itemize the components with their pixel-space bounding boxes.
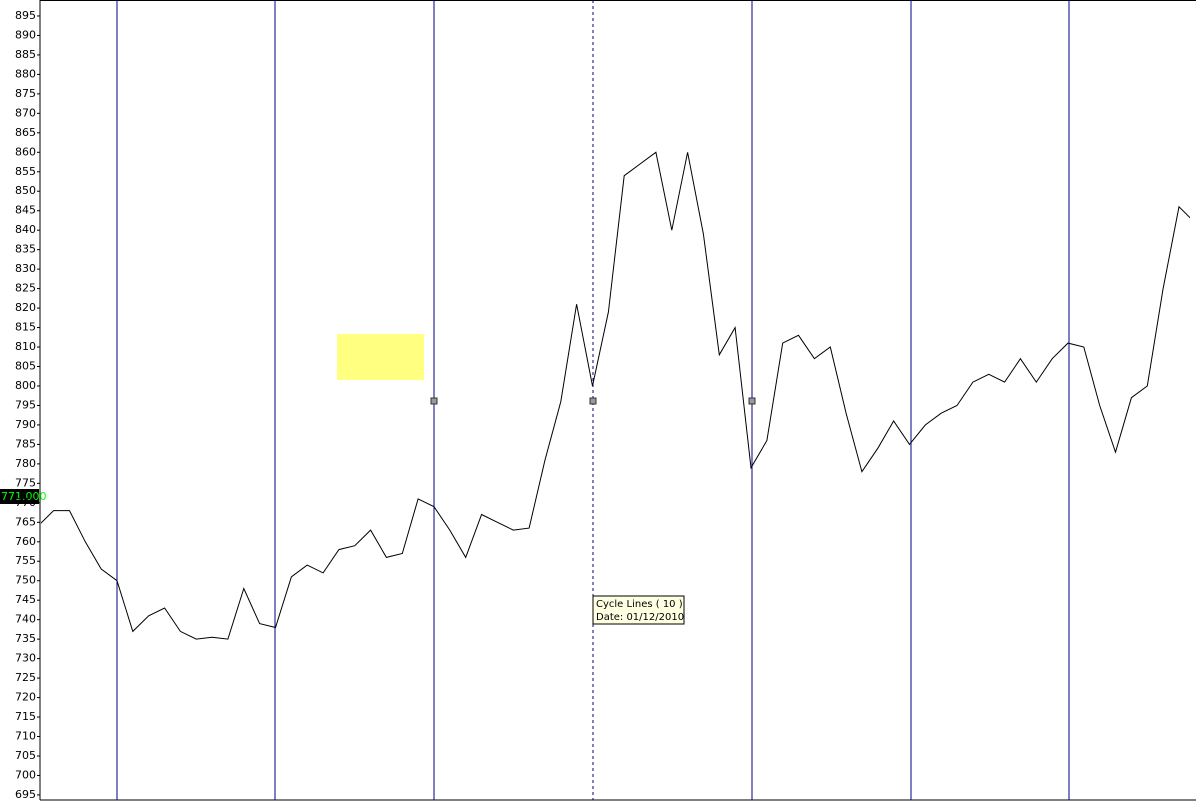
y-tick-label: 735 (15, 632, 36, 645)
y-tick-label: 790 (15, 418, 36, 431)
y-tick-label: 810 (15, 340, 36, 353)
y-tick-label: 725 (15, 671, 36, 684)
y-tick-label: 830 (15, 262, 36, 275)
y-tick-label: 805 (15, 360, 36, 373)
annotation-box (337, 334, 424, 380)
y-tick-label: 710 (15, 730, 36, 743)
y-tick-label: 700 (15, 768, 36, 781)
price-line (41, 151, 1190, 640)
y-tick-label: 755 (15, 554, 36, 567)
tooltip-line: Cycle Lines ( 10 ) (596, 599, 683, 610)
drag-handle[interactable] (430, 397, 438, 405)
y-tick-label: 780 (15, 457, 36, 470)
y-tick-label: 715 (15, 710, 36, 723)
y-tick-label: 875 (15, 87, 36, 100)
tooltip-line: Date: 01/12/2010 (596, 612, 684, 623)
y-tick-label: 825 (15, 282, 36, 295)
y-tick-label: 850 (15, 184, 36, 197)
y-tick-label: 730 (15, 652, 36, 665)
y-tick-label: 720 (15, 691, 36, 704)
tooltip-box (592, 595, 685, 625)
y-tick-label: 750 (15, 574, 36, 587)
drag-handle[interactable] (748, 397, 756, 405)
last-price-box (0, 489, 39, 504)
handles[interactable] (430, 397, 756, 405)
y-tick-label: 815 (15, 321, 36, 334)
drag-handle[interactable] (589, 397, 597, 405)
y-tick-label: 760 (15, 535, 36, 548)
y-tick-label: 880 (15, 67, 36, 80)
y-tick-label: 840 (15, 223, 36, 236)
y-tick-label: 885 (15, 48, 36, 61)
y-tick-label: 865 (15, 126, 36, 139)
y-tick-label: 870 (15, 106, 36, 119)
y-tick-label: 845 (15, 204, 36, 217)
y-tick-label: 860 (15, 145, 36, 158)
last-price-label: 771.000 (1, 490, 47, 503)
y-tick-label: 785 (15, 437, 36, 450)
y-tick-label: 705 (15, 749, 36, 762)
y-tick-label: 770 (15, 496, 36, 509)
y-tick-label: 890 (15, 28, 36, 41)
y-tick-label: 855 (15, 165, 36, 178)
y-tick-label: 800 (15, 379, 36, 392)
y-tick-label: 835 (15, 243, 36, 256)
y-tick-label: 775 (15, 476, 36, 489)
y-tick-label: 795 (15, 398, 36, 411)
y-tick-label: 820 (15, 301, 36, 314)
y-tick-label: 740 (15, 613, 36, 626)
y-tick-label: 695 (15, 788, 36, 801)
y-tick-label: 765 (15, 515, 36, 528)
y-tick-label: 745 (15, 593, 36, 606)
y-tick-label: 895 (15, 9, 36, 22)
